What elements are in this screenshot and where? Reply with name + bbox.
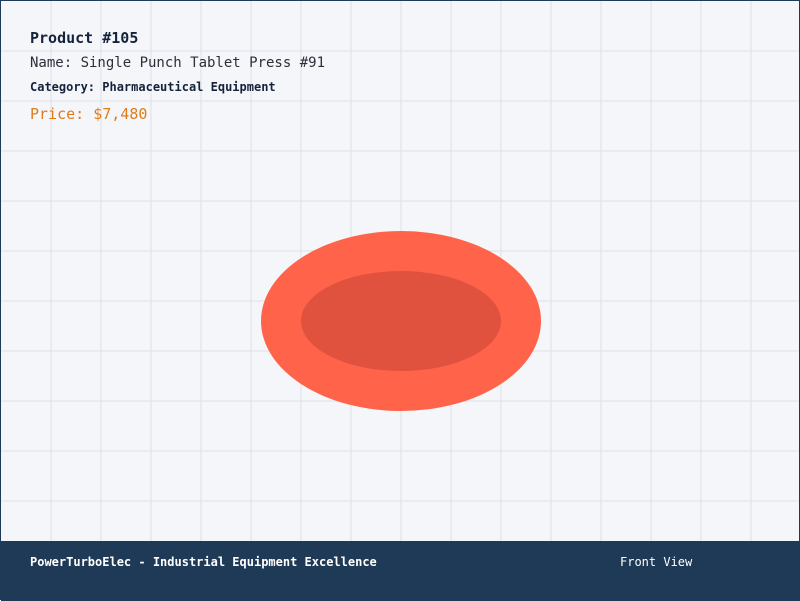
product-category: Category: Pharmaceutical Equipment <box>30 80 276 94</box>
canvas <box>1 1 799 541</box>
footer-brand: PowerTurboElec - Industrial Equipment Ex… <box>30 555 377 569</box>
product-title: Product #105 <box>30 29 139 47</box>
footer: PowerTurboElec - Industrial Equipment Ex… <box>1 541 800 601</box>
view-label: Front View <box>620 555 693 569</box>
product-price: Price: $7,480 <box>30 105 148 123</box>
product-inner-shape <box>301 271 501 371</box>
product-name: Name: Single Punch Tablet Press #91 <box>30 55 326 71</box>
